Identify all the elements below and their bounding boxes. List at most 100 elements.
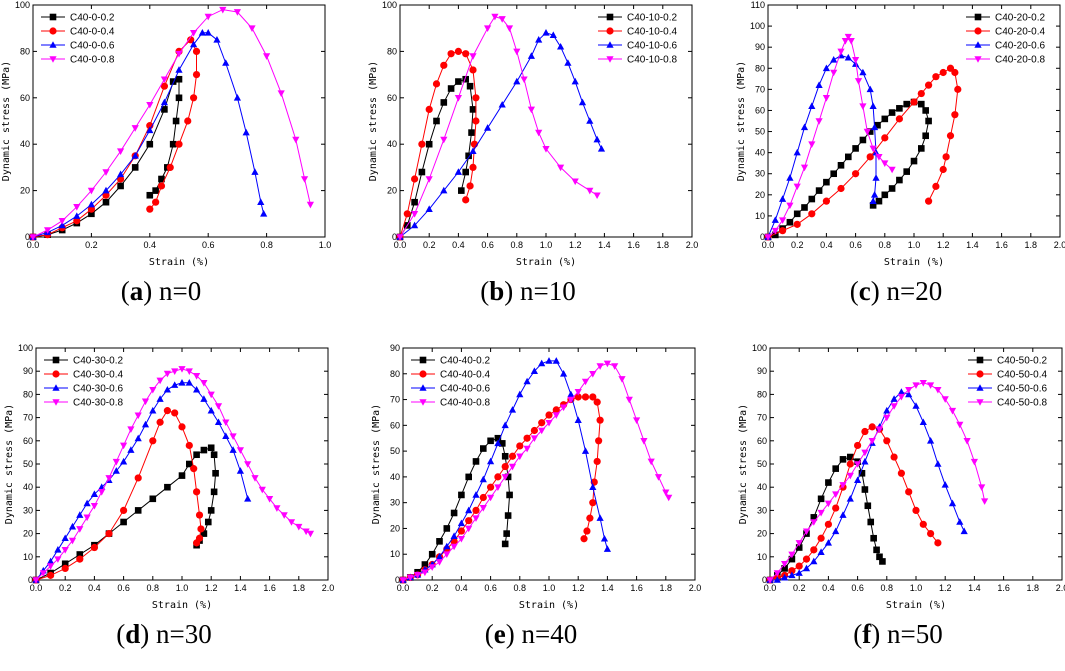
data-point (87, 205, 95, 213)
data-point (890, 395, 898, 402)
data-point (54, 546, 62, 553)
data-point (117, 182, 124, 190)
data-point (469, 147, 477, 154)
y-tick-label: 10 (390, 549, 400, 559)
series-C40-0-0.6 (29, 29, 268, 240)
data-point (861, 449, 869, 457)
x-tick-label: 1.0 (540, 240, 553, 250)
data-point (163, 370, 171, 378)
data-point (47, 563, 55, 570)
data-point (200, 395, 208, 402)
data-point (586, 514, 594, 522)
data-point (905, 390, 913, 398)
panel-caption: (d) n=30 (116, 619, 212, 649)
data-point (567, 396, 575, 404)
data-point (498, 16, 506, 23)
data-point (146, 126, 154, 134)
y-tick-label: 80 (23, 389, 33, 399)
data-point (837, 161, 845, 169)
data-point (596, 416, 604, 424)
y-tick-label: 30 (755, 169, 765, 179)
data-point (54, 556, 62, 563)
data-point (927, 530, 935, 538)
data-point (469, 53, 477, 60)
data-point (581, 393, 590, 401)
data-point (44, 227, 52, 234)
data-point (244, 461, 252, 468)
data-point (927, 382, 935, 389)
data-point (779, 217, 787, 224)
data-point (830, 56, 838, 63)
data-point (571, 77, 579, 85)
data-point (501, 462, 509, 471)
data-point (545, 411, 553, 419)
data-point (156, 418, 164, 426)
data-point (603, 360, 611, 368)
data-point (883, 437, 891, 445)
data-point (190, 94, 198, 102)
y-tick-label: 10 (23, 552, 33, 562)
data-point (516, 442, 524, 450)
data-point (793, 210, 801, 218)
data-point (890, 453, 898, 461)
legend-label: C40-0-0.6 (70, 41, 115, 52)
data-point (824, 520, 833, 528)
data-point (800, 123, 809, 131)
chart-panel-c: 0.0 0.2 0.4 0.6 0.8 1.0 1.2 1.4 1.6 1.8 2.0 0 10 20 30… (736, 0, 1065, 306)
data-point (581, 378, 590, 386)
data-point (505, 25, 514, 32)
data-point (280, 512, 288, 519)
data-point (457, 535, 465, 543)
data-point (163, 385, 171, 393)
y-tick-label: 80 (387, 46, 397, 56)
data-point (152, 187, 159, 194)
y-tick-label: 90 (757, 366, 767, 376)
data-point (854, 461, 862, 468)
data-point (131, 164, 139, 171)
data-point (946, 132, 955, 140)
data-point (503, 530, 510, 537)
legend-label: C40-10-0.4 (627, 27, 677, 38)
legend-marker (52, 384, 60, 391)
panel-caption: (b) n=10 (480, 276, 576, 306)
data-point (244, 495, 252, 502)
y-tick-label: 40 (390, 472, 400, 482)
x-tick-label: 1.2 (572, 583, 585, 593)
data-point (593, 398, 601, 406)
data-point (146, 101, 154, 109)
data-point (193, 451, 200, 459)
data-point (535, 129, 543, 137)
data-point (951, 111, 959, 119)
x-tick-label: 0.4 (144, 240, 157, 250)
data-point (233, 94, 241, 101)
data-point (523, 434, 531, 442)
chart-panel-e: 0.0 0.2 0.4 0.6 0.8 1.0 1.2 1.4 1.6 1.8 2.0 0 10 20 30… (371, 343, 701, 649)
data-point (214, 403, 223, 410)
data-point (171, 368, 179, 375)
data-point (925, 81, 933, 89)
data-point (596, 514, 604, 521)
data-point (204, 13, 212, 21)
data-point (421, 561, 429, 568)
y-tick-label: 20 (20, 186, 30, 196)
data-point (102, 186, 110, 194)
y-tick-label: 0 (392, 232, 397, 242)
data-point (545, 419, 553, 427)
x-tick-label: 1.4 (601, 583, 614, 593)
legend-marker (52, 399, 60, 406)
data-point (242, 128, 250, 136)
data-point (469, 66, 477, 74)
data-point (166, 163, 174, 171)
legend-marker (49, 27, 57, 35)
data-point (462, 75, 469, 83)
legend-label: C40-40-0.4 (440, 370, 490, 381)
data-point (872, 174, 880, 181)
data-point (881, 160, 889, 167)
y-tick-label: 50 (390, 446, 400, 456)
data-point (815, 187, 823, 194)
data-point (494, 434, 502, 442)
data-point (127, 446, 135, 453)
data-point (134, 412, 142, 420)
x-tick-label: 1.0 (319, 240, 332, 250)
series-line (399, 16, 598, 238)
